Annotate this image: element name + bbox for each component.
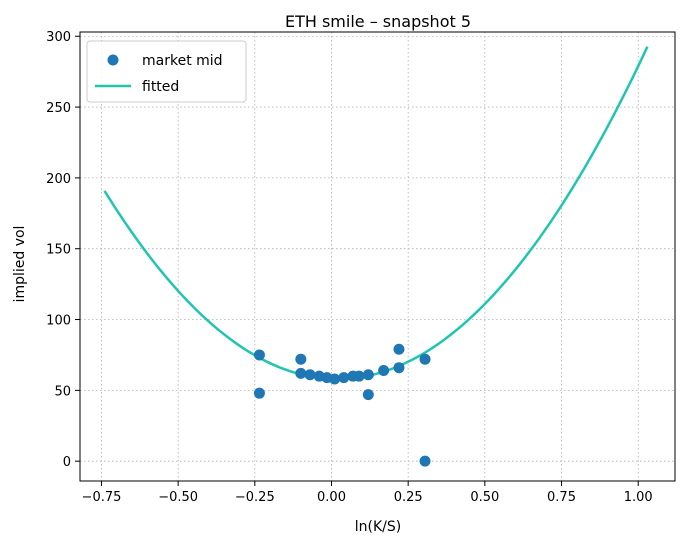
x-tick-label: −0.50 — [158, 490, 198, 505]
market-mid-points — [253, 343, 431, 467]
market-mid-point — [378, 365, 390, 377]
market-mid-point — [304, 369, 316, 381]
market-mid-point — [393, 362, 405, 374]
x-tick-label: 0.75 — [547, 490, 576, 505]
plot-frame — [79, 31, 676, 482]
y-axis-label: implied vol — [12, 226, 28, 303]
market-mid-point — [419, 353, 431, 365]
x-axis-label: ln(K/S) — [355, 519, 401, 535]
market-mid-point — [253, 387, 265, 399]
axis-ticks: −0.75 −0.50 −0.25 0.00 0.25 0.50 0.75 1.00 0 50 10… — [46, 30, 653, 505]
market-mid-point — [393, 343, 405, 355]
x-tick-label: 1.00 — [624, 490, 653, 505]
market-mid-point — [362, 389, 374, 401]
x-tick-label: 0.00 — [317, 490, 346, 505]
chart-title: ETH smile – snapshot 5 — [285, 12, 471, 31]
market-mid-point — [295, 367, 307, 379]
fitted-curve — [103, 46, 649, 381]
x-tick-label: 0.50 — [470, 490, 499, 505]
y-tick-label: 150 — [46, 243, 71, 258]
y-tick-label: 50 — [54, 384, 71, 399]
legend: market mid fitted — [86, 40, 247, 103]
market-mid-point — [353, 370, 365, 382]
x-tick-label: 0.25 — [394, 490, 423, 505]
market-mid-point — [362, 369, 374, 381]
x-tick-label: −0.25 — [235, 490, 275, 505]
market-mid-point — [419, 455, 431, 467]
market-mid-point — [295, 353, 307, 365]
y-tick-label: 250 — [46, 101, 71, 116]
y-tick-label: 0 — [63, 455, 71, 470]
y-tick-label: 100 — [46, 314, 71, 329]
market-mid-point — [338, 372, 350, 384]
legend-marker-market-mid — [107, 54, 119, 66]
y-tick-label: 300 — [46, 30, 71, 45]
market-mid-point — [253, 349, 265, 361]
market-mid-point — [329, 373, 341, 385]
legend-label-market-mid: market mid — [142, 53, 223, 69]
x-tick-label: −0.75 — [82, 490, 122, 505]
fitted-curve-layer — [103, 46, 649, 381]
y-tick-label: 200 — [46, 172, 71, 187]
legend-label-fitted: fitted — [142, 79, 179, 95]
grid — [80, 32, 675, 481]
